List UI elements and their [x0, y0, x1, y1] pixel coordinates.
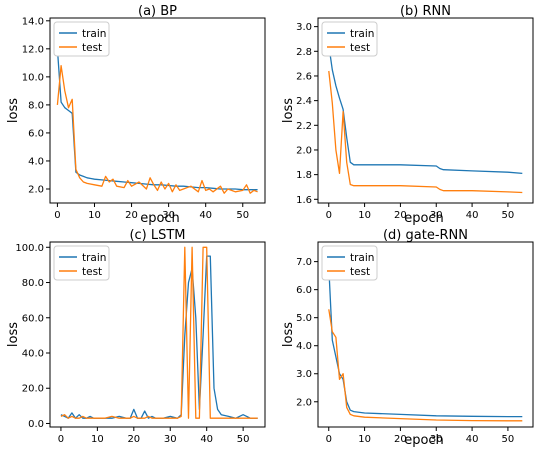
legend: train test	[321, 245, 378, 281]
x-tick-label: 10	[88, 210, 101, 221]
y-tick-label: 8.0	[28, 100, 44, 111]
x-axis-label: epoch	[404, 211, 444, 226]
series-line-test	[60, 246, 258, 419]
legend-label-train: train	[350, 28, 374, 40]
legend: train test	[53, 245, 110, 281]
y-tick-label: 2.0	[28, 184, 44, 195]
y-axis-label: loss	[6, 98, 21, 123]
x-tick-label: 0	[54, 210, 60, 221]
y-tick-label: 3.0	[296, 369, 312, 380]
y-tick-label: 40.0	[22, 349, 44, 360]
x-axis-label: epoch	[140, 211, 180, 226]
series-group	[56, 48, 258, 194]
legend-label-test: test	[82, 266, 102, 278]
y-tick-label: 7.0	[296, 257, 312, 268]
legend: train test	[53, 21, 110, 57]
y-tick-label: 12.0	[22, 44, 44, 55]
y-axis-label: loss	[281, 98, 296, 123]
y-tick-label: 3.0	[296, 22, 312, 33]
y-tick-label: 14.0	[22, 16, 44, 27]
series-line-train	[328, 267, 523, 418]
x-tick-label: 10	[91, 434, 104, 445]
chart-title: (d) gate-RNN	[383, 228, 468, 243]
y-tick-label: 6.0	[28, 128, 44, 139]
legend-label-train: train	[350, 252, 374, 264]
y-tick-label: 80.0	[22, 278, 44, 289]
x-tick-label: 10	[358, 434, 371, 445]
chart-panel-3: 0 10 20 30 40 50 0.0 20.0 40.0 60.0 80.0 100.0 (c) L…	[6, 228, 266, 445]
y-tick-label: 4.0	[28, 156, 44, 167]
x-tick-label: 40	[200, 434, 213, 445]
plot-frame	[317, 17, 534, 204]
x-tick-label: 20	[125, 210, 138, 221]
x-tick-label: 50	[236, 210, 249, 221]
y-tick-label: 2.2	[296, 121, 312, 132]
legend-label-test: test	[82, 42, 102, 54]
y-tick-label: 2.8	[296, 47, 312, 58]
series-line-train	[56, 48, 258, 191]
y-tick-label: 4.0	[296, 341, 312, 352]
y-tick-label: 1.8	[296, 170, 312, 181]
y-tick-label: 100.0	[15, 243, 44, 254]
chart-title: (a) BP	[138, 4, 177, 19]
series-group	[328, 267, 523, 422]
legend-label-test: test	[350, 266, 370, 278]
x-tick-label: 30	[164, 434, 177, 445]
chart-panel-1: 0 10 20 30 40 50 2.0 4.0 6.0 8.0 10.0 12.0 14.0 (a) B…	[6, 4, 266, 226]
chart-title: (c) LSTM	[129, 228, 185, 243]
series-group	[60, 246, 258, 419]
plot-frame	[317, 241, 534, 428]
series-line-test	[328, 309, 523, 422]
series-line-test	[328, 70, 523, 194]
y-tick-label: 10.0	[22, 72, 44, 83]
x-axis-label: epoch	[404, 433, 444, 448]
x-tick-label: 0	[58, 434, 64, 445]
x-tick-label: 50	[502, 434, 515, 445]
x-tick-label: 50	[502, 210, 515, 221]
y-tick-label: 5.0	[296, 313, 312, 324]
x-tick-label: 30	[162, 210, 175, 221]
x-tick-label: 50	[237, 434, 250, 445]
y-tick-label: 0.0	[28, 419, 44, 430]
legend-label-train: train	[82, 252, 106, 264]
x-tick-label: 10	[358, 210, 371, 221]
chart-panel-2: 0 10 20 30 40 50 1.6 1.8 2.0 2.2 2.4 2.6 2.8 3.0 (b) R…	[281, 4, 534, 226]
y-tick-label: 2.0	[296, 397, 312, 408]
plot-frame	[49, 241, 266, 428]
y-tick-label: 6.0	[296, 285, 312, 296]
x-tick-label: 30	[430, 434, 443, 445]
y-tick-label: 2.6	[296, 71, 312, 82]
x-tick-label: 20	[127, 434, 140, 445]
chart-title: (b) RNN	[400, 4, 451, 19]
y-tick-label: 60.0	[22, 313, 44, 324]
series-group	[328, 45, 523, 194]
y-tick-label: 2.4	[296, 96, 312, 107]
x-tick-label: 40	[199, 210, 212, 221]
x-tick-label: 40	[466, 434, 479, 445]
x-tick-label: 0	[326, 210, 332, 221]
series-line-test	[56, 65, 258, 194]
chart-panel-4: 0 10 20 30 40 50 2.0 3.0 4.0 5.0 6.0 7.0 (d) gate-RN…	[281, 228, 534, 448]
legend-label-train: train	[82, 28, 106, 40]
x-tick-label: 30	[430, 210, 443, 221]
y-tick-label: 20.0	[22, 384, 44, 395]
x-tick-label: 20	[394, 434, 407, 445]
y-tick-label: 1.6	[296, 195, 312, 206]
legend: train test	[321, 21, 378, 57]
y-axis-label: loss	[281, 322, 296, 347]
plot-frame	[49, 17, 266, 204]
series-line-train	[328, 45, 523, 175]
x-tick-label: 0	[326, 434, 332, 445]
y-tick-label: 2.0	[296, 145, 312, 156]
x-tick-label: 20	[394, 210, 407, 221]
y-axis-label: loss	[6, 322, 21, 347]
legend-label-test: test	[350, 42, 370, 54]
x-tick-label: 40	[466, 210, 479, 221]
